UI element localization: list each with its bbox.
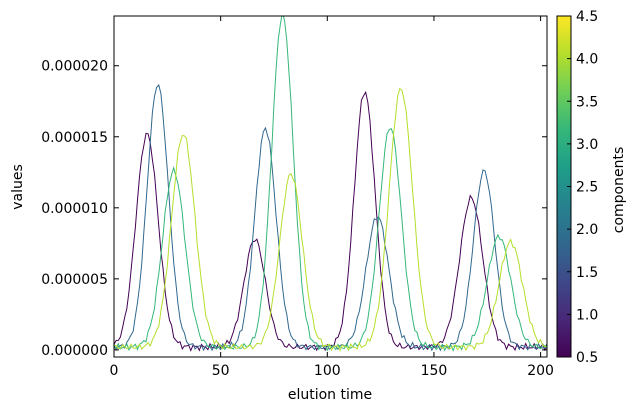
colorbar-tick-label: 3.5 xyxy=(576,94,598,110)
x-axis: 0 50 100 150 200 xyxy=(110,16,554,379)
series-line-component-2 xyxy=(114,84,547,352)
colorbar-tick-label: 4.5 xyxy=(576,9,598,25)
colorbar-ticks: 0.5 1.0 1.5 2.0 2.5 3.0 3.5 4.0 4.5 xyxy=(567,9,598,366)
x-tick-label: 100 xyxy=(314,363,341,379)
colorbar-tick-label: 0.5 xyxy=(576,350,598,366)
y-tick-label: 0.000020 xyxy=(41,59,108,75)
y-tick-label: 0.000005 xyxy=(41,272,108,288)
colorbar-tick-label: 4.0 xyxy=(576,52,598,68)
x-tick-label: 200 xyxy=(527,363,554,379)
series-line-component-3 xyxy=(114,16,547,352)
colorbar: 0.5 1.0 1.5 2.0 2.5 3.0 3.5 4.0 4.5 components xyxy=(556,9,627,366)
series-line-component-4 xyxy=(114,87,547,352)
x-tick-label: 50 xyxy=(212,363,230,379)
y-tick-label: 0.000015 xyxy=(41,130,108,146)
x-tick-label: 0 xyxy=(110,363,119,379)
colorbar-tick-label: 1.5 xyxy=(576,265,598,281)
y-tick-label: 0.000000 xyxy=(41,343,108,359)
series-layer xyxy=(114,16,547,352)
x-tick-label: 150 xyxy=(421,363,448,379)
colorbar-label: components xyxy=(611,147,627,234)
colorbar-tick-label: 3.0 xyxy=(576,137,598,153)
plot-frame xyxy=(113,15,548,358)
colorbar-tick-label: 2.0 xyxy=(576,222,598,238)
y-axis-label: values xyxy=(10,164,26,210)
colorbar-tick-label: 1.0 xyxy=(576,307,598,323)
x-axis-label: elution time xyxy=(288,387,372,403)
y-tick-label: 0.000010 xyxy=(41,201,108,217)
y-axis: 0.000000 0.000005 0.000010 0.000015 0.000020 xyxy=(41,59,547,359)
colorbar-tick-label: 2.5 xyxy=(576,180,598,196)
